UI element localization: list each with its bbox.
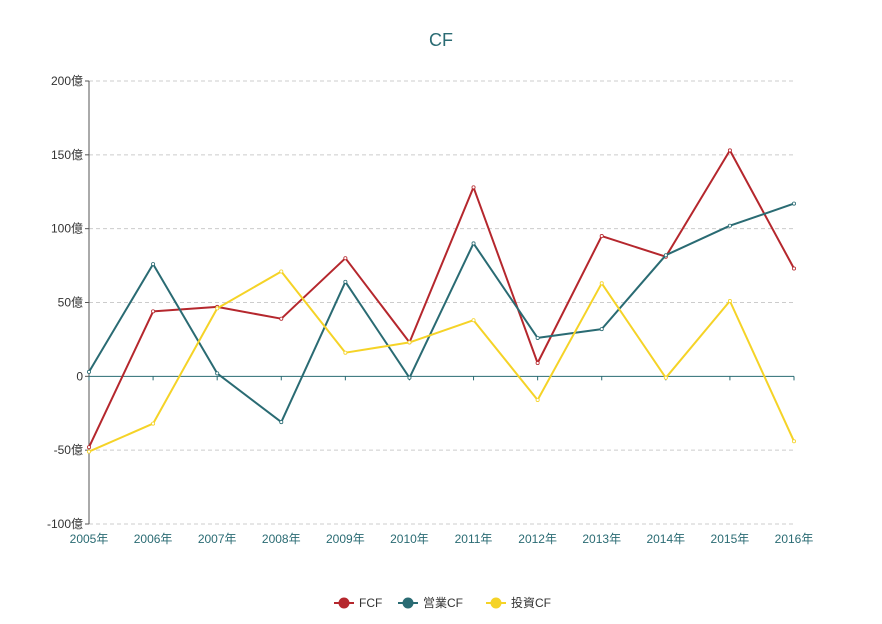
data-point[interactable] xyxy=(727,299,732,304)
x-tick-label: 2006年 xyxy=(134,532,173,546)
data-point[interactable] xyxy=(407,340,412,345)
legend-marker xyxy=(338,597,350,609)
y-tick-label: 50億 xyxy=(58,296,83,310)
data-point[interactable] xyxy=(279,420,284,425)
data-point[interactable] xyxy=(471,318,476,323)
data-point[interactable] xyxy=(343,256,348,261)
data-point[interactable] xyxy=(87,449,92,454)
chart-title: CF xyxy=(429,30,453,50)
data-point[interactable] xyxy=(727,148,732,153)
x-tick-label: 2011年 xyxy=(455,532,493,546)
x-tick-label: 2009年 xyxy=(326,532,365,546)
data-point[interactable] xyxy=(215,306,220,311)
grid-lines xyxy=(89,80,794,525)
legend-marker xyxy=(402,597,414,609)
y-tick-label: -100億 xyxy=(47,517,83,531)
data-point[interactable] xyxy=(599,281,604,286)
x-tick-label: 2008年 xyxy=(262,532,301,546)
x-tick-label: 2010年 xyxy=(390,532,429,546)
y-tick-label: -50億 xyxy=(54,443,83,457)
data-point[interactable] xyxy=(471,185,476,190)
data-point[interactable] xyxy=(535,335,540,340)
legend-item[interactable]: FCF xyxy=(334,596,382,610)
x-tick-label: 2007年 xyxy=(198,532,237,546)
x-tick-label: 2015年 xyxy=(711,532,750,546)
x-tick-label: 2013年 xyxy=(582,532,621,546)
data-point[interactable] xyxy=(663,253,668,258)
data-point[interactable] xyxy=(471,241,476,246)
legend-label: FCF xyxy=(359,596,382,610)
legend-item[interactable]: 投資CF xyxy=(486,595,551,610)
data-point[interactable] xyxy=(792,439,797,444)
series-line-1 xyxy=(88,202,795,424)
data-point[interactable] xyxy=(87,445,92,450)
series-line-2 xyxy=(88,270,795,453)
data-point[interactable] xyxy=(535,397,540,402)
data-point[interactable] xyxy=(343,279,348,284)
legend-marker xyxy=(490,597,502,609)
data-point[interactable] xyxy=(343,350,348,355)
data-point[interactable] xyxy=(599,234,604,239)
legend[interactable]: FCF 営業CF 投資CF xyxy=(334,595,551,610)
x-tick-label: 2012年 xyxy=(518,532,557,546)
data-point[interactable] xyxy=(151,262,156,267)
data-point[interactable] xyxy=(279,269,284,274)
y-tick-label: 100億 xyxy=(51,222,83,236)
data-point[interactable] xyxy=(215,371,220,376)
x-tick-label: 2014年 xyxy=(646,532,685,546)
data-point[interactable] xyxy=(407,375,412,380)
series-line-0 xyxy=(88,149,795,448)
data-point[interactable] xyxy=(792,201,797,206)
data-point[interactable] xyxy=(599,327,604,332)
y-tick-label: 150億 xyxy=(51,148,83,162)
data-point[interactable] xyxy=(727,223,732,228)
y-tick-label: 200億 xyxy=(51,74,83,88)
x-tick-label: 2016年 xyxy=(775,532,814,546)
x-tick-label: 2005年 xyxy=(70,532,109,546)
data-point[interactable] xyxy=(792,266,797,271)
series-lines xyxy=(87,148,797,454)
data-point[interactable] xyxy=(279,316,284,321)
data-point[interactable] xyxy=(151,309,156,314)
data-point[interactable] xyxy=(87,369,92,374)
legend-item[interactable]: 営業CF xyxy=(398,596,463,610)
data-point[interactable] xyxy=(535,361,540,366)
y-tick-label: 0 xyxy=(76,369,83,383)
data-point[interactable] xyxy=(663,375,668,380)
legend-label: 営業CF xyxy=(423,596,463,610)
data-point[interactable] xyxy=(151,421,156,426)
legend-label: 投資CF xyxy=(511,595,551,610)
